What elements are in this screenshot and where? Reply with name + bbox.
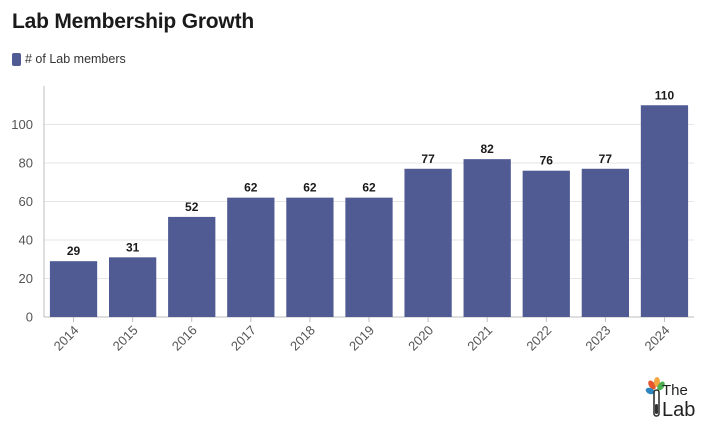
data-label: 52 xyxy=(185,200,199,214)
data-label: 31 xyxy=(126,240,140,254)
x-tick-label: 2016 xyxy=(169,323,200,354)
data-label: 29 xyxy=(67,244,81,258)
bar xyxy=(109,257,157,317)
data-label: 76 xyxy=(540,154,554,168)
data-label: 82 xyxy=(481,142,495,156)
legend-swatch xyxy=(12,52,21,66)
bar xyxy=(49,261,98,317)
x-tick-label: 2014 xyxy=(51,323,82,354)
logo-text-top: The xyxy=(662,382,688,399)
chart-title: Lab Membership Growth xyxy=(12,10,254,33)
bar xyxy=(522,170,570,317)
x-tick-label: 2017 xyxy=(228,323,259,354)
x-tick-label: 2024 xyxy=(642,323,673,354)
x-tick-label: 2015 xyxy=(110,323,141,354)
the-lab-logo: The Lab xyxy=(645,377,695,420)
legend: # of Lab members xyxy=(12,52,126,66)
x-tick-label: 2019 xyxy=(346,323,377,354)
x-tick-label: 2020 xyxy=(405,323,436,354)
y-tick-label: 0 xyxy=(26,310,33,325)
legend-label: # of Lab members xyxy=(25,52,126,66)
data-label: 110 xyxy=(655,88,675,102)
data-label: 62 xyxy=(362,181,376,195)
y-tick-label: 60 xyxy=(19,194,33,209)
y-tick-label: 100 xyxy=(11,117,33,132)
bar xyxy=(404,168,452,317)
data-label: 62 xyxy=(303,181,317,195)
bar xyxy=(345,197,393,317)
logo-text-bottom: Lab xyxy=(662,399,695,420)
y-tick-label: 40 xyxy=(19,233,33,248)
data-label: 77 xyxy=(421,152,435,166)
y-tick-label: 20 xyxy=(19,271,33,286)
x-tick-label: 2018 xyxy=(287,323,318,354)
bar xyxy=(286,197,334,317)
data-label: 62 xyxy=(244,181,258,195)
bar xyxy=(227,197,275,317)
x-tick-label: 2022 xyxy=(523,323,554,354)
bar xyxy=(581,168,629,317)
x-tick-label: 2021 xyxy=(464,323,495,354)
bar xyxy=(640,105,689,317)
y-tick-label: 80 xyxy=(19,156,33,171)
bar xyxy=(463,159,511,317)
x-tick-label: 2023 xyxy=(582,323,613,354)
data-label: 77 xyxy=(599,152,613,166)
bar xyxy=(168,216,216,317)
